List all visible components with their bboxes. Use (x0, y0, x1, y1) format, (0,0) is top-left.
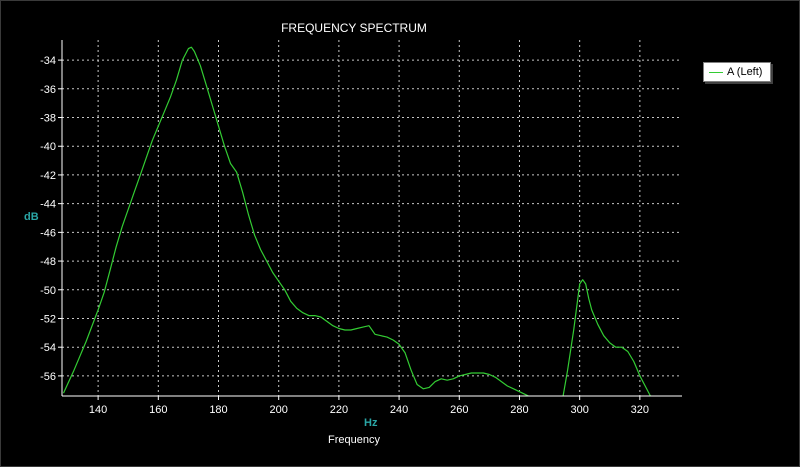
x-tick-label: 180 (209, 404, 227, 416)
y-tick-label: -50 (40, 285, 56, 297)
y-tick-label: -40 (40, 141, 56, 153)
x-axis-title: Frequency (328, 434, 380, 446)
y-tick-label: -38 (40, 113, 56, 125)
legend: A (Left) (703, 62, 771, 82)
y-axis-title: dB (24, 211, 39, 223)
y-tick-label: -34 (40, 55, 56, 67)
x-tick-label: 200 (270, 404, 288, 416)
x-tick-label: 260 (450, 404, 468, 416)
x-tick-label: 240 (390, 404, 408, 416)
y-tick-label: -56 (40, 371, 56, 383)
legend-label: A (Left) (727, 66, 763, 78)
y-tick-label: -48 (40, 256, 56, 268)
series-line (562, 279, 651, 397)
x-tick-label: 140 (89, 404, 107, 416)
y-tick-label: -52 (40, 313, 56, 325)
y-tick-label: -54 (40, 342, 56, 354)
y-tick-label: -46 (40, 227, 56, 239)
x-axis-unit: Hz (364, 417, 378, 429)
y-tick-label: -44 (40, 199, 56, 211)
chart-title: FREQUENCY SPECTRUM (281, 21, 427, 35)
series-line (62, 46, 529, 397)
x-tick-label: 160 (149, 404, 167, 416)
y-tick-label: -42 (40, 170, 56, 182)
x-tick-label: 280 (510, 404, 528, 416)
x-tick-label: 320 (631, 404, 649, 416)
y-tick-label: -36 (40, 84, 56, 96)
x-tick-label: 220 (330, 404, 348, 416)
legend-swatch (709, 71, 723, 73)
x-tick-label: 300 (570, 404, 588, 416)
